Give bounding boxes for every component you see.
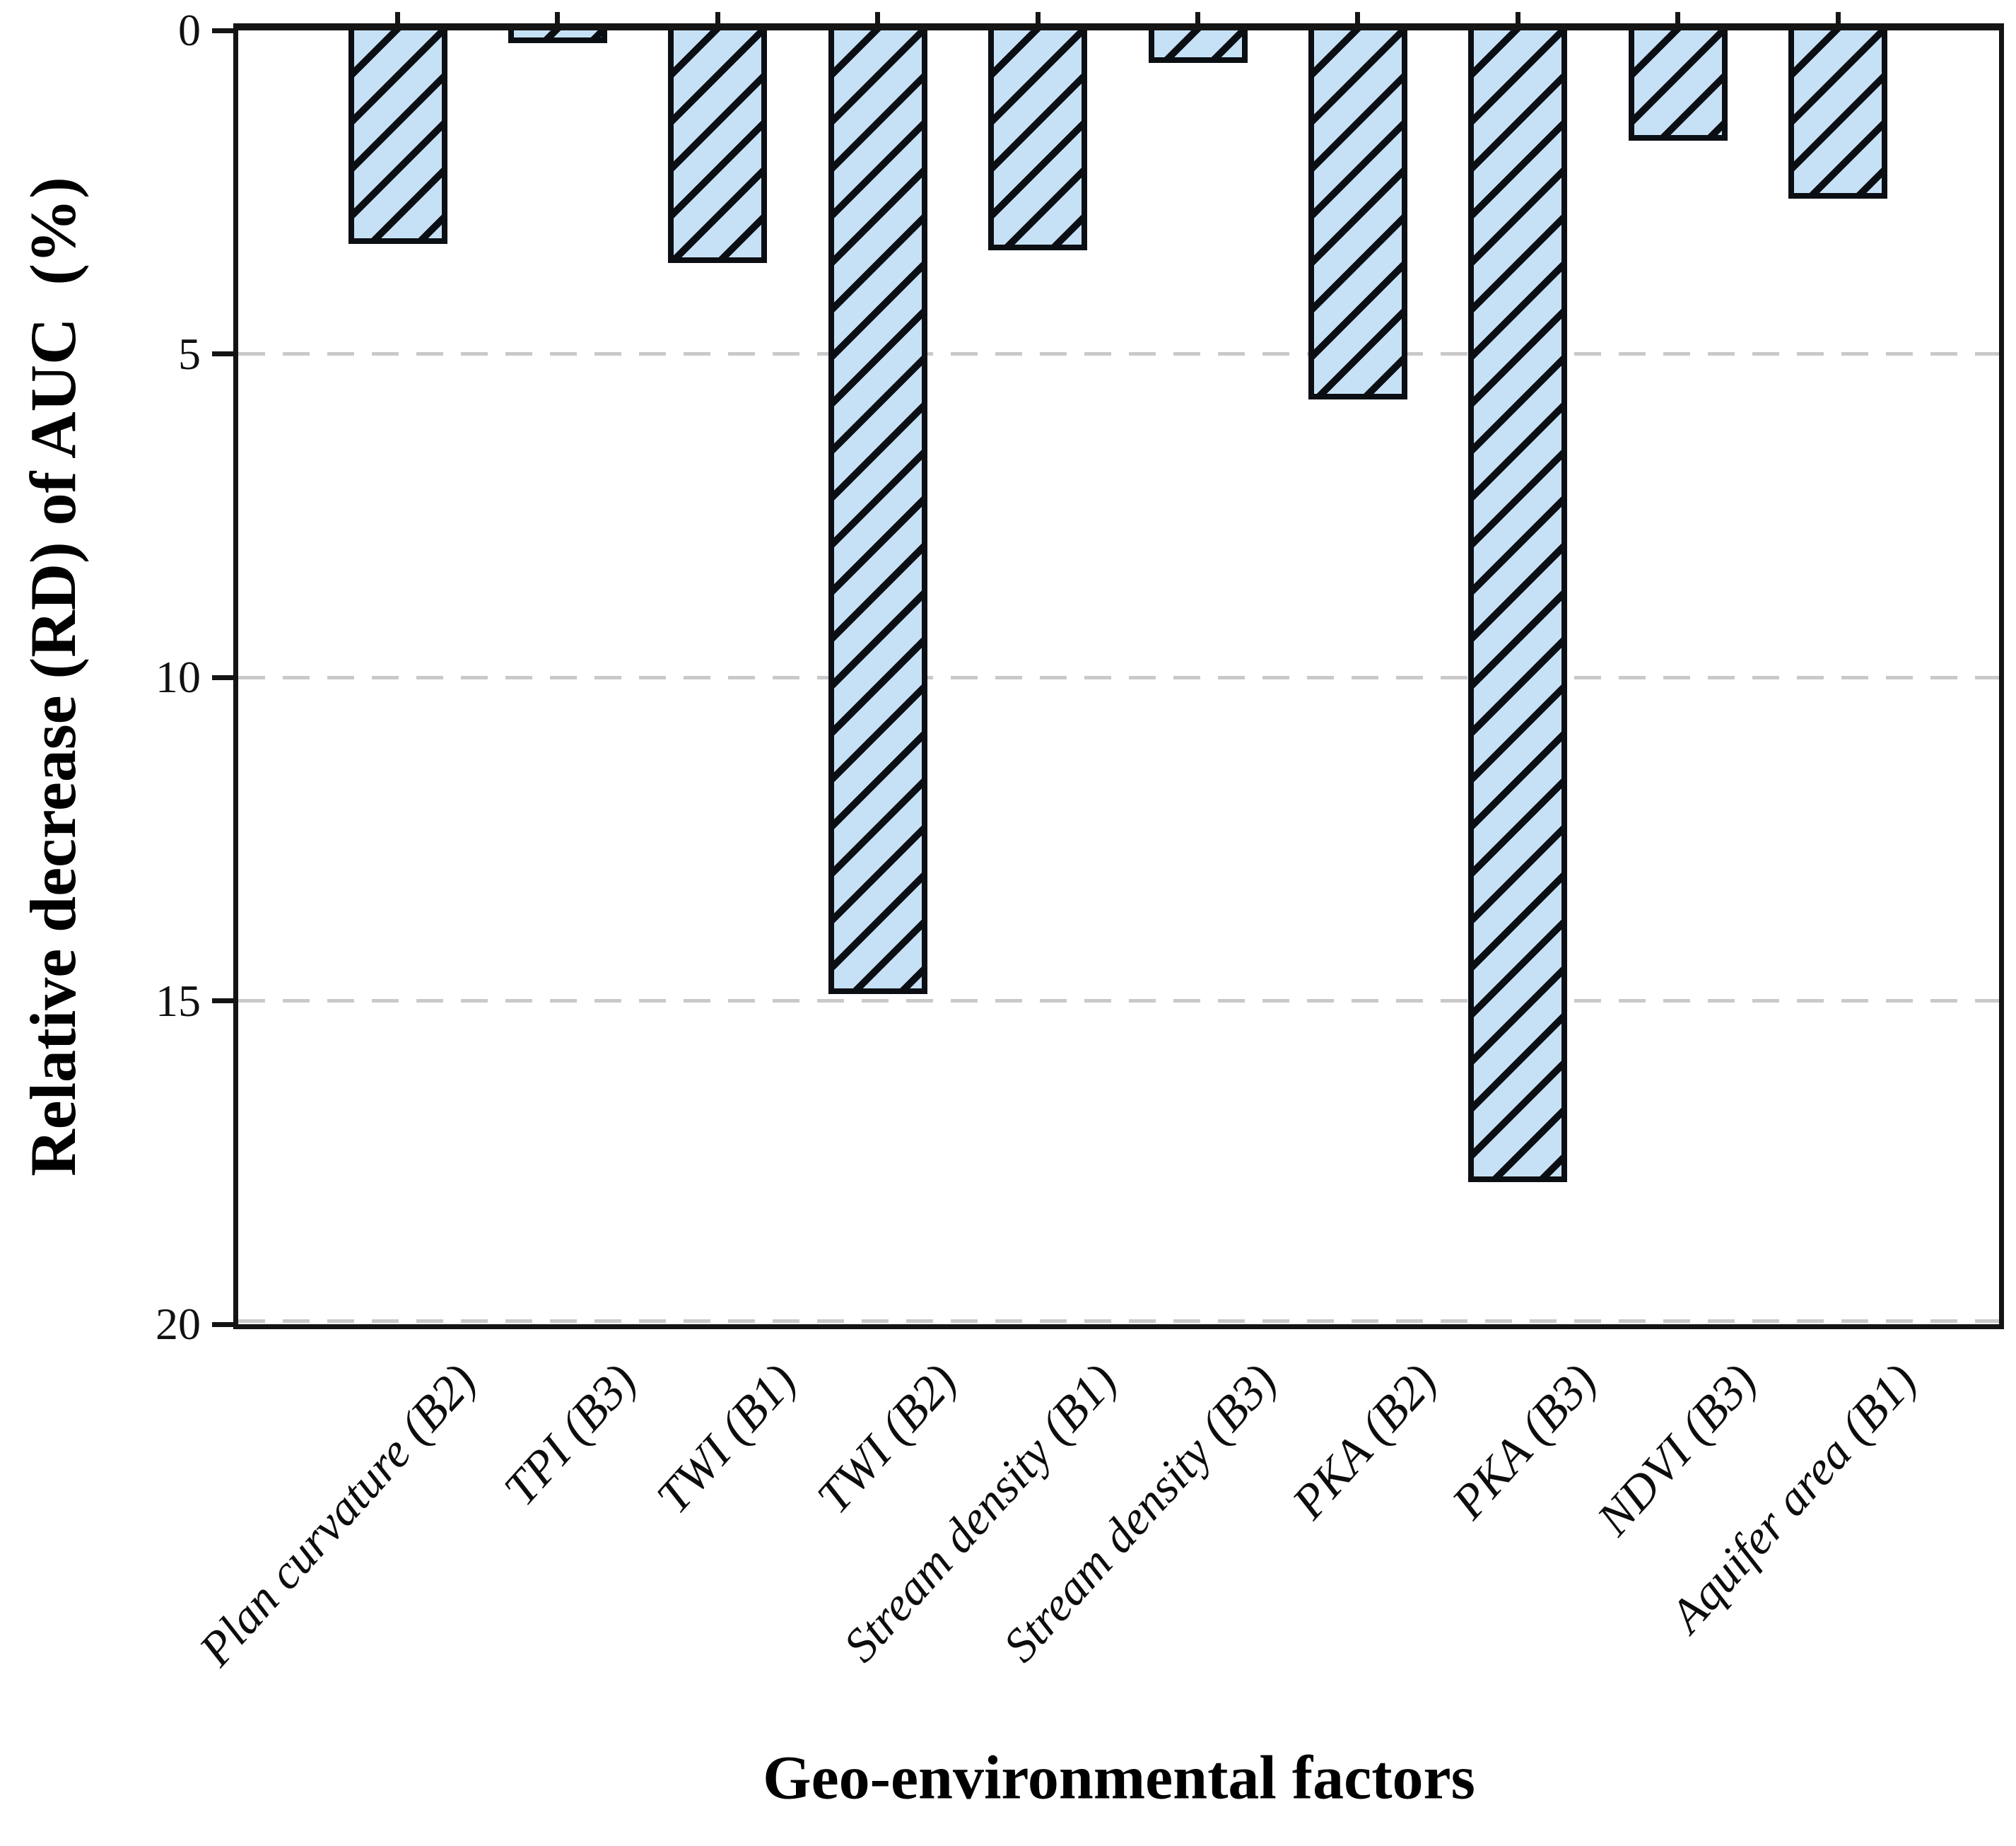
x-tick-stream-density-b1 bbox=[1035, 12, 1041, 23]
plot-frame bbox=[233, 25, 2004, 1329]
bar-pka-b2 bbox=[1308, 30, 1407, 399]
x-tick-plan-curvature-b2 bbox=[395, 12, 400, 23]
y-tick-label-20: 20 bbox=[156, 1299, 201, 1349]
y-tick-10 bbox=[212, 674, 233, 680]
x-tick-aquifer-area-b1 bbox=[1835, 12, 1841, 23]
x-category-label-stream-density-b3: Stream density (B3) bbox=[992, 1353, 1287, 1672]
bar-plan-curvature-b2 bbox=[348, 30, 447, 244]
x-category-label-pka-b2: PKA (B2) bbox=[1281, 1353, 1447, 1529]
y-tick-5 bbox=[212, 351, 233, 356]
bar-twi-b2 bbox=[828, 30, 927, 994]
x-tick-pka-b2 bbox=[1355, 12, 1361, 23]
y-tick-label-15: 15 bbox=[156, 975, 201, 1026]
y-tick-20 bbox=[212, 1321, 233, 1327]
x-tick-twi-b2 bbox=[875, 12, 881, 23]
x-category-label-twi-b2: TWI (B2) bbox=[806, 1353, 967, 1524]
bar-stream-density-b3 bbox=[1148, 30, 1248, 63]
x-tick-ndvi-b3 bbox=[1675, 12, 1681, 23]
bar-pka-b3 bbox=[1468, 30, 1568, 1182]
y-tick-0 bbox=[212, 28, 233, 33]
bar-stream-density-b1 bbox=[988, 30, 1088, 250]
x-category-label-pka-b3: PKA (B3) bbox=[1441, 1353, 1607, 1529]
y-tick-label-5: 5 bbox=[178, 328, 201, 379]
y-tick-label-10: 10 bbox=[156, 652, 201, 702]
gridline-y-5 bbox=[238, 352, 1999, 356]
y-tick-label-0: 0 bbox=[178, 5, 201, 55]
x-axis-title: Geo-environmental factors bbox=[763, 1743, 1475, 1813]
x-category-label-plan-curvature-b2: Plan curvature (B2) bbox=[189, 1353, 487, 1676]
x-tick-tpi-b3 bbox=[555, 12, 561, 23]
x-tick-stream-density-b3 bbox=[1195, 12, 1200, 23]
x-tick-pka-b3 bbox=[1515, 12, 1520, 23]
x-category-label-twi-b1: TWI (B1) bbox=[645, 1353, 807, 1524]
gridline-y-15 bbox=[238, 999, 1999, 1003]
gridline-y-20 bbox=[238, 1319, 1999, 1323]
x-category-label-stream-density-b1: Stream density (B1) bbox=[832, 1353, 1127, 1672]
y-tick-15 bbox=[212, 998, 233, 1003]
bar-twi-b1 bbox=[668, 30, 768, 263]
bar-tpi-b3 bbox=[508, 30, 607, 43]
x-tick-twi-b1 bbox=[715, 12, 720, 23]
plot-area bbox=[238, 30, 1999, 1324]
bar-aquifer-area-b1 bbox=[1788, 30, 1888, 199]
bar-ndvi-b3 bbox=[1628, 30, 1728, 141]
x-category-label-tpi-b3: TPI (B3) bbox=[493, 1353, 647, 1516]
gridline-y-10 bbox=[238, 675, 1999, 679]
